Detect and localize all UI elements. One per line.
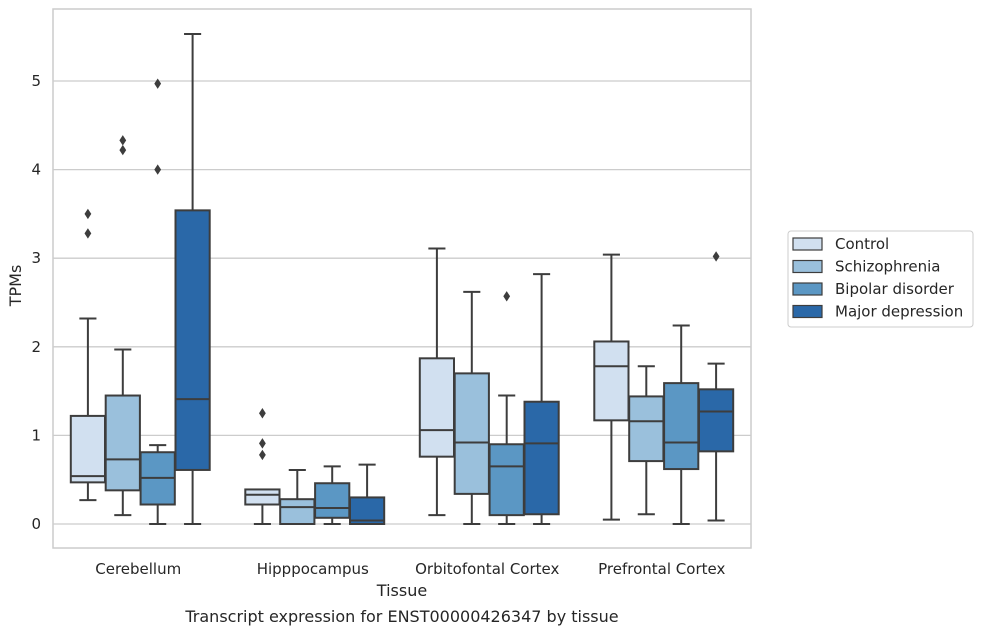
chart-caption: Transcript expression for ENST0000042634… bbox=[184, 607, 618, 626]
plot-area-frame bbox=[52, 8, 752, 549]
box-2-1 bbox=[453, 290, 490, 525]
box-iqr bbox=[663, 382, 700, 471]
box-iqr bbox=[69, 414, 107, 484]
box-iqr bbox=[174, 209, 211, 471]
box-3-1 bbox=[628, 365, 665, 516]
box-3-2 bbox=[663, 324, 700, 525]
box-1-0 bbox=[244, 408, 281, 525]
x-axis-label: Tissue bbox=[376, 581, 427, 600]
y-tick-label: 2 bbox=[31, 338, 41, 356]
box-1-3 bbox=[348, 463, 386, 526]
y-tick-label: 4 bbox=[31, 161, 41, 179]
box-iqr bbox=[314, 482, 351, 519]
outlier-point bbox=[119, 144, 127, 156]
legend-swatch bbox=[792, 282, 823, 296]
outlier-point bbox=[503, 291, 511, 302]
box-iqr bbox=[593, 340, 630, 422]
outlier-point bbox=[119, 135, 127, 146]
box-2-0 bbox=[418, 247, 456, 517]
y-tick-label: 1 bbox=[31, 426, 41, 444]
y-axis-ticks: 0 1 2 3 4 5 bbox=[31, 72, 41, 533]
y-tick-label: 5 bbox=[31, 72, 41, 90]
x-tick-label: Orbitofontal Cortex bbox=[415, 560, 559, 578]
box-3-3 bbox=[697, 251, 735, 522]
legend-swatch bbox=[792, 304, 823, 319]
x-tick-label: Prefrontal Cortex bbox=[598, 560, 725, 578]
box-groups bbox=[69, 33, 735, 526]
box-3-0 bbox=[593, 253, 630, 521]
box-0-1 bbox=[104, 135, 141, 517]
box-iqr bbox=[279, 498, 316, 525]
x-tick-label: Hipppocampus bbox=[257, 560, 369, 578]
outlier-point bbox=[84, 208, 92, 220]
box-0-2 bbox=[139, 78, 176, 525]
box-1-2 bbox=[314, 465, 351, 525]
legend-frame bbox=[787, 230, 974, 328]
outlier-point bbox=[84, 228, 92, 239]
box-iqr bbox=[418, 357, 456, 458]
legend-label: Major depression bbox=[835, 303, 963, 321]
outlier-point bbox=[154, 78, 162, 89]
legend-label: Control bbox=[835, 235, 889, 253]
y-tick-label: 0 bbox=[31, 515, 41, 533]
box-iqr bbox=[697, 388, 735, 453]
box-2-2 bbox=[488, 291, 525, 525]
legend-swatch bbox=[792, 259, 823, 274]
legend-label: Bipolar disorder bbox=[835, 280, 955, 298]
box-0-3 bbox=[174, 33, 211, 525]
legend-label: Schizophrenia bbox=[835, 258, 940, 276]
box-iqr bbox=[628, 395, 665, 463]
box-1-1 bbox=[279, 468, 316, 525]
x-tick-label: Cerebellum bbox=[95, 560, 181, 578]
y-gridlines bbox=[53, 80, 751, 525]
y-axis-label: TPMs bbox=[6, 265, 25, 308]
outlier-point bbox=[712, 251, 720, 262]
legend-swatch bbox=[792, 237, 823, 251]
outlier-point bbox=[154, 164, 162, 175]
box-iqr bbox=[104, 394, 141, 492]
box-2-3 bbox=[523, 273, 560, 525]
box-iqr bbox=[244, 488, 281, 506]
x-axis-ticks: Cerebellum Hipppocampus Orbitofontal Corte… bbox=[95, 560, 725, 578]
y-tick-label: 3 bbox=[31, 249, 41, 267]
box-0-0 bbox=[69, 208, 107, 502]
outlier-point bbox=[259, 449, 266, 461]
outlier-point bbox=[259, 408, 266, 419]
outlier-point bbox=[259, 438, 266, 449]
box-iqr bbox=[453, 372, 490, 495]
box-iqr bbox=[488, 443, 525, 517]
legend: Control Schizophrenia Bipolar disorder Majo… bbox=[787, 230, 974, 328]
box-iqr bbox=[523, 400, 560, 516]
